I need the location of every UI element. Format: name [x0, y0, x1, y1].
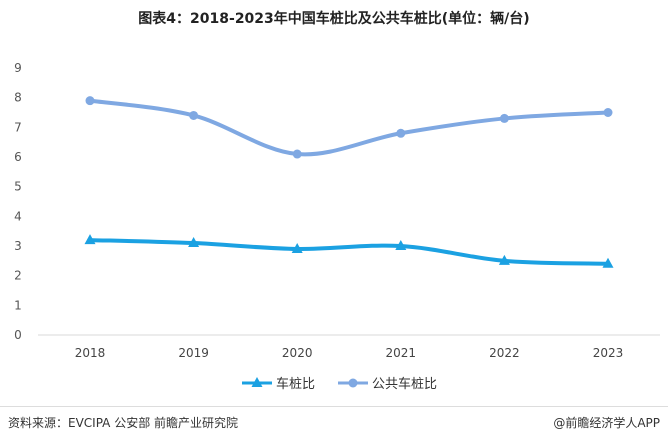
data-point	[85, 96, 95, 106]
x-tick-label: 2021	[386, 346, 417, 360]
data-point	[602, 257, 614, 268]
x-tick-label: 2023	[593, 346, 624, 360]
y-tick-label: 0	[14, 328, 22, 342]
chart-title: 图表4：2018-2023年中国车桩比及公共车桩比(单位：辆/台)	[138, 11, 530, 27]
data-point	[189, 110, 199, 120]
y-tick-label: 1	[14, 298, 22, 312]
source-note: 资料来源：EVCIPA 公安部 前瞻产业研究院	[8, 416, 239, 430]
legend-marker	[251, 377, 263, 387]
divider	[0, 406, 668, 407]
y-tick-label: 2	[14, 269, 22, 283]
x-tick-label: 2022	[489, 346, 520, 360]
y-tick-label: 7	[14, 120, 22, 134]
line-chart: 0 1 2 3 4 5 6 7 8 9 2018 2019 2020 2021 2022 2023 车桩比 公共车…	[14, 61, 660, 392]
data-point	[395, 240, 407, 250]
data-point	[498, 254, 510, 265]
legend-label: 车桩比	[276, 376, 315, 392]
y-tick-label: 4	[14, 209, 22, 223]
x-tick-label: 2020	[282, 346, 313, 360]
y-tick-label: 8	[14, 91, 22, 105]
data-point	[292, 149, 302, 159]
legend-marker	[348, 378, 358, 388]
x-tick-label: 2018	[75, 346, 106, 360]
data-point	[603, 108, 613, 117]
series-line-0	[88, 238, 610, 266]
y-tick-label: 6	[14, 150, 22, 164]
y-tick-label: 5	[14, 180, 22, 194]
y-tick-label: 9	[14, 61, 22, 75]
data-point	[291, 242, 303, 253]
data-point	[84, 234, 96, 245]
series-line-1	[88, 98, 610, 157]
y-tick-label: 3	[14, 239, 22, 253]
x-tick-label: 2019	[178, 346, 209, 360]
data-point	[188, 237, 200, 248]
brand-note: @前瞻经济学人APP	[553, 416, 660, 430]
legend-label: 公共车桩比	[372, 376, 437, 392]
data-point	[396, 128, 406, 138]
data-point	[499, 113, 509, 123]
